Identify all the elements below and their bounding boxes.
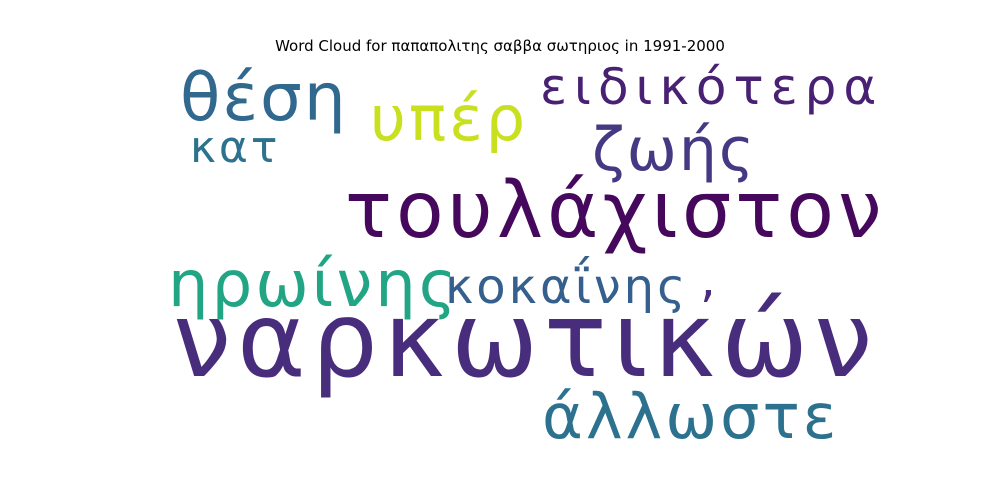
word-8: υπέρ: [370, 82, 528, 155]
word-1: τουλάχιστον: [345, 166, 886, 256]
word-0: ναρκωτικών: [173, 279, 878, 401]
word-7: θέση: [180, 59, 348, 136]
word-10: ,: [700, 250, 716, 308]
word-2: ηρωίνης: [168, 248, 459, 322]
word-5: ζωής: [592, 115, 756, 185]
word-4: άλλωστε: [542, 380, 839, 453]
chart-title: Word Cloud for παπαπολιτης σαββα σωτηριο…: [275, 37, 725, 55]
word-9: κατ: [190, 122, 280, 173]
word-3: κοκαΐνης: [445, 256, 688, 315]
word-6: ειδικότερα: [540, 58, 883, 116]
